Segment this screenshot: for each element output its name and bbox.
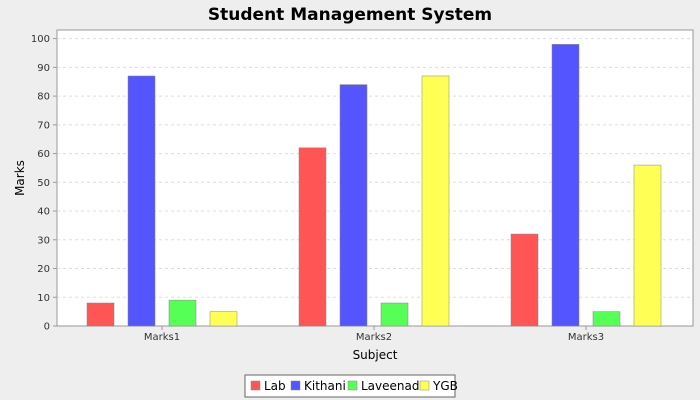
legend: Lab Kithani Laveenad YGB	[244, 374, 458, 398]
x-axis-label: Subject	[353, 348, 398, 362]
bar-laveenad-marks1	[168, 299, 197, 327]
bar-kithani-marks2	[339, 84, 368, 327]
bar-ygb-marks2	[421, 75, 450, 327]
legend-label-laveenad: Laveenad	[361, 379, 419, 393]
bar-ygb-marks3	[633, 164, 662, 327]
bar-lab-marks2	[298, 147, 327, 327]
y-tick-label: 60	[37, 149, 50, 160]
bar-kithani-marks1	[127, 75, 156, 327]
y-axis-ticks: 0 10 20 30 40 50 60 70 80 90 100	[31, 34, 57, 333]
y-tick-label: 90	[37, 63, 50, 74]
y-tick-label: 30	[37, 235, 50, 246]
y-tick-label: 0	[44, 322, 50, 333]
legend-swatch-ygb	[419, 380, 430, 391]
gridlines	[57, 38, 693, 298]
y-tick-label: 20	[37, 264, 50, 275]
bar-laveenad-marks3	[592, 311, 621, 327]
y-tick-label: 80	[37, 92, 50, 103]
y-tick-label: 70	[37, 120, 50, 131]
bar-kithani-marks3	[551, 44, 580, 327]
x-axis-ticks: Marks1 Marks2 Marks3	[144, 326, 604, 343]
plot-area	[56, 29, 694, 327]
legend-label-ygb: YGB	[432, 379, 458, 393]
y-tick-label: 50	[37, 178, 50, 189]
legend-label-kithani: Kithani	[304, 379, 346, 393]
y-tick-label: 100	[31, 34, 50, 45]
bar-laveenad-marks2	[380, 302, 409, 327]
x-tick-label: Marks2	[356, 332, 392, 343]
legend-label-lab: Lab	[264, 379, 286, 393]
legend-swatch-laveenad	[347, 380, 358, 391]
bars	[86, 44, 662, 327]
bar-ygb-marks1	[209, 311, 238, 327]
legend-swatch-kithani	[290, 380, 301, 391]
y-tick-label: 40	[37, 207, 50, 218]
y-axis-label: Marks	[13, 160, 27, 196]
x-tick-label: Marks1	[144, 332, 180, 343]
x-tick-label: Marks3	[568, 332, 604, 343]
legend-swatch-lab	[250, 380, 261, 391]
chart-title: Student Management System	[208, 5, 492, 25]
y-tick-label: 10	[37, 293, 50, 304]
bar-lab-marks3	[510, 233, 539, 327]
bar-lab-marks1	[86, 302, 115, 327]
